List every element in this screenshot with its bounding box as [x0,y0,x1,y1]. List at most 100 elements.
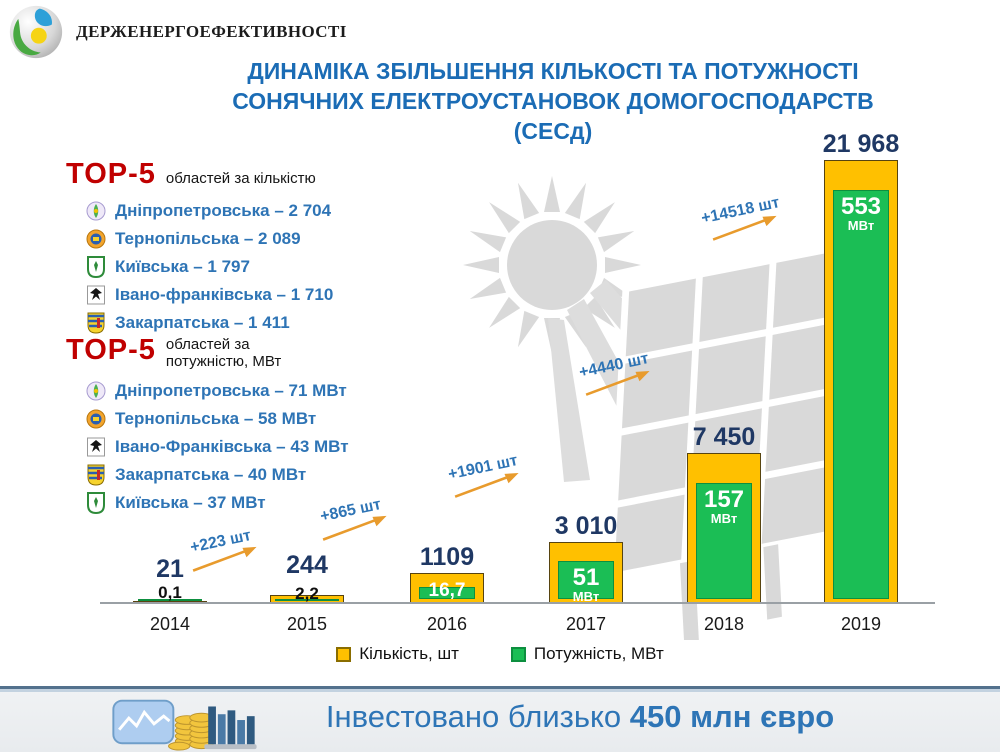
growth-annotation: +223 шт [185,526,262,579]
title-line-3: (СЕСд) [513,118,593,144]
chart-legend: Кількість, шт Потужність, МВт [0,644,1000,664]
count-value-label: 21 968 [822,130,900,158]
top5-by-count: TOP-5 областей за кількістю Дніпропетров… [66,158,333,337]
top5-count-heading: TOP-5 областей за кількістю [66,158,333,190]
region-value-label: Тернопільська – 2 089 [115,229,301,248]
top5-list-item: Івано-франківська – 1 710 [86,281,333,309]
power-value-label: 2,2 [295,584,319,603]
year-label: 2015 [286,614,328,634]
count-value-label: 244 [286,551,328,579]
count-bar: 553 МВт [824,160,898,603]
x-axis-line [100,602,935,604]
growth-annotation: +1901 шт [447,452,524,505]
top5-power-subtitle: областей за потужністю, МВт [165,336,282,370]
growth-arrow-icon [318,513,391,548]
region-value-label: Івано-Франківська – 43 МВт [115,437,349,456]
org-name: Держенергоефективності [76,22,347,41]
power-bar: 157 МВт [696,483,752,599]
ternopilska-coat-icon [86,408,106,430]
count-value-label: 1109 [419,543,475,571]
legend-item: Потужність, МВт [510,644,664,664]
region-value-label: Закарпатська – 40 МВт [115,465,307,484]
ternopilska-coat-icon [86,228,106,250]
footer-banner: Інвестовано близько 450 млн євро [0,686,1000,752]
top5-list-item: Тернопільська – 58 МВт [86,405,349,433]
region-value-label: Київська – 37 МВт [115,493,266,512]
legend-label: Потужність, МВт [533,644,664,663]
page-title: ДИНАМІКА ЗБІЛЬШЕННЯ КІЛЬКОСТІ ТА ПОТУЖНО… [123,56,983,146]
top5-count-list: Дніпропетровська – 2 704 Тернопільська – … [66,197,333,337]
count-bar: 51 МВт [549,542,623,604]
kyivska-coat-icon [86,492,106,514]
count-bar: 16,7 [410,573,484,603]
investment-amount: 450 млн євро [629,699,835,734]
top5-count-label: TOP-5 [66,158,156,190]
power-bar [419,587,475,599]
power-value-label: 157 [703,486,745,513]
power-value-label: 553 [840,193,882,220]
kyivska-coat-icon [86,256,106,278]
top5-list-item: Івано-Франківська – 43 МВт [86,433,349,461]
power-value-label: 0,1 [158,583,182,602]
top5-power-list: Дніпропетровська – 71 МВт Тернопільська –… [66,377,349,517]
top5-list-item: Київська – 1 797 [86,253,333,281]
top5-list-item: Тернопільська – 2 089 [86,225,333,253]
power-unit-label: МВт [710,511,738,526]
power-unit-label: МВт [847,218,875,233]
top5-list-item: Дніпропетровська – 2 704 [86,197,333,225]
top5-list-item: Київська – 37 МВт [86,489,349,517]
top5-power-heading: TOP-5 областей за потужністю, МВт [66,334,349,370]
growth-arrow-icon [451,470,524,505]
dnipropetrovska-coat-icon [86,380,106,402]
region-value-label: Тернопільська – 58 МВт [115,409,317,428]
top5-list-item: Закарпатська – 1 411 [86,309,333,337]
growth-annotation: +14518 шт [700,194,786,249]
top5-count-subtitle: областей за кількістю [165,170,316,187]
money-chart-icon [112,699,257,751]
growth-arrow-icon [188,544,261,579]
dnipropetrovska-coat-icon [86,200,106,222]
year-label: 2017 [565,614,607,634]
power-value-label: 51 [572,564,600,591]
year-label: 2018 [703,614,745,634]
year-label: 2014 [149,614,191,634]
legend-swatch [336,646,352,662]
region-value-label: Закарпатська – 1 411 [115,313,290,332]
power-unit-label: МВт [572,589,600,604]
legend-swatch [510,646,526,662]
growth-annotation: +4440 шт [578,350,655,403]
year-label: 2016 [426,614,468,634]
logo: Держенергоефективності [8,4,347,60]
region-value-label: Дніпропетровська – 2 704 [115,201,332,220]
count-value-label: 7 450 [692,423,756,451]
zakarpatska-coat-icon [86,312,106,334]
investment-text: Інвестовано близько 450 млн євро [170,699,990,735]
count-value-label: 21 [156,555,184,583]
top5-power-label: TOP-5 [66,334,156,366]
power-bar [138,599,202,601]
ivano-frankivska-coat-icon [86,436,106,458]
count-value-label: 3 010 [554,512,618,540]
power-bar: 553 МВт [833,190,889,599]
growth-annotation: +865 шт [315,495,392,548]
logo-sphere-icon [9,5,63,59]
title-line-1: ДИНАМІКА ЗБІЛЬШЕННЯ КІЛЬКОСТІ ТА ПОТУЖНО… [247,58,859,84]
legend-label: Кількість, шт [359,644,459,663]
growth-arrow-icon [708,213,781,248]
region-value-label: Івано-франківська – 1 710 [115,285,334,304]
top5-by-power: TOP-5 областей за потужністю, МВт Дніпро… [66,334,349,517]
region-value-label: Дніпропетровська – 71 МВт [115,381,347,400]
count-bar: 157 МВт [687,453,761,603]
ivano-frankivska-coat-icon [86,284,106,306]
power-bar: 51 МВт [558,561,614,604]
investment-prefix: Інвестовано близько [325,699,630,734]
top5-list-item: Закарпатська – 40 МВт [86,461,349,489]
legend-item: Кількість, шт [336,644,459,664]
year-label: 2019 [840,614,882,634]
region-value-label: Київська – 1 797 [115,257,250,276]
power-value-label: 16,7 [428,580,466,601]
power-bar [275,599,339,601]
top5-list-item: Дніпропетровська – 71 МВт [86,377,349,405]
title-line-2: СОНЯЧНИХ ЕЛЕКТРОУСТАНОВОК ДОМОГОСПОДАРСТ… [232,88,874,114]
